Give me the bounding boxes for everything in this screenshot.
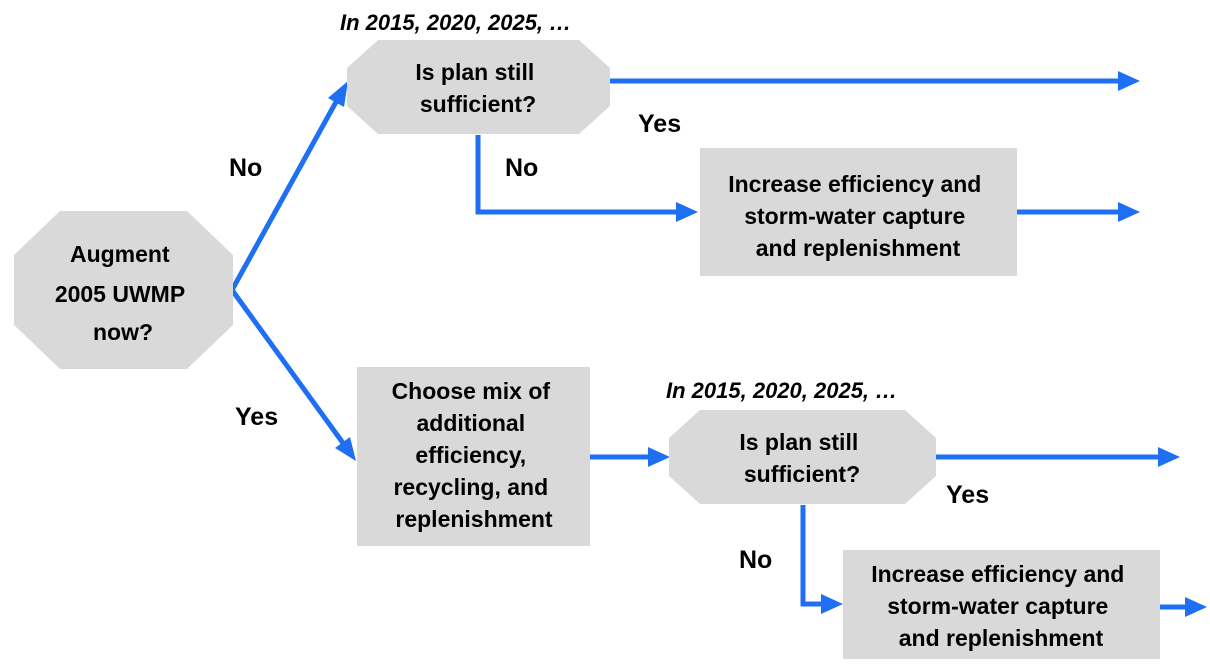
bottom-decision-line: Is plan still	[739, 429, 858, 455]
root-yes-label: Yes	[235, 403, 278, 431]
arrowhead-bottom-no	[821, 594, 843, 614]
connector-root-to-top-decision	[229, 100, 339, 292]
arrowhead-top-no	[676, 202, 698, 222]
root-decision-line: Augment	[70, 241, 170, 267]
choose-mix-line: additional	[416, 410, 525, 436]
root-decision-node: Augment 2005 UWMP now?	[14, 211, 233, 369]
arrowhead-bottom-yes	[1158, 447, 1180, 467]
svg-text:Is plan still sufficient: Is plan still sufficient?	[739, 429, 864, 487]
connector-top-no	[475, 135, 678, 215]
arrowhead-top-yes	[1118, 71, 1140, 91]
svg-text:Increase efficiency and: Increase efficiency and storm-water capt…	[871, 561, 1131, 651]
top-action-line: and replenishment	[756, 235, 961, 261]
bottom-action-line: Increase efficiency and	[871, 561, 1124, 587]
bottom-no-label: No	[739, 546, 772, 574]
svg-text:Augment 2005 UWMP: Augment 2005 UWMP now?	[55, 241, 191, 345]
choose-mix-shape	[357, 367, 590, 546]
root-decision-line: now?	[93, 319, 153, 345]
arrowhead-choose-to-bottom-decision	[648, 447, 670, 467]
choose-mix-line: Choose mix of	[392, 378, 551, 404]
bottom-action-shape	[843, 550, 1160, 659]
arrowhead-root-to-choose-box	[335, 437, 356, 461]
top-action-box: Increase efficiency and storm-water capt…	[700, 148, 1017, 276]
connectors	[229, 71, 1207, 617]
svg-text:Is plan still sufficient: Is plan still sufficient?	[415, 59, 540, 117]
connector-bottom-no	[800, 505, 823, 607]
top-decision-line: Is plan still	[415, 59, 534, 85]
arrowhead-bottom-action-out	[1185, 597, 1207, 617]
choose-mix-box: Choose mix of additional efficiency, rec…	[357, 367, 590, 546]
root-decision-shape	[14, 211, 233, 369]
arrowhead-top-action-out	[1118, 202, 1140, 222]
connector-root-to-choose-box	[229, 288, 346, 445]
top-action-line: storm-water capture	[744, 203, 965, 229]
top-action-line: Increase efficiency and	[728, 171, 981, 197]
svg-text:Choose mix of additional: Choose mix of additional efficiency, rec…	[392, 378, 557, 532]
bottom-decision-line: sufficient?	[744, 461, 860, 487]
bottom-action-box: Increase efficiency and storm-water capt…	[843, 550, 1160, 659]
top-branch-caption: In 2015, 2020, 2025, …	[340, 10, 571, 35]
top-decision-shape	[347, 40, 610, 134]
root-no-label: No	[229, 154, 262, 182]
bottom-decision-shape	[669, 410, 936, 504]
bottom-action-line: and replenishment	[899, 625, 1104, 651]
choose-mix-line: recycling, and	[393, 474, 548, 500]
arrowhead-root-to-top-decision	[328, 81, 348, 107]
bottom-branch-caption: In 2015, 2020, 2025, …	[666, 378, 897, 403]
top-no-label: No	[505, 154, 538, 182]
choose-mix-line: efficiency,	[415, 442, 526, 468]
root-decision-line: 2005 UWMP	[55, 281, 185, 307]
top-decision-line: sufficient?	[420, 91, 536, 117]
bottom-decision-node: Is plan still sufficient?	[669, 410, 936, 504]
bottom-yes-label: Yes	[946, 481, 989, 509]
choose-mix-line: replenishment	[395, 506, 553, 532]
top-yes-label: Yes	[638, 110, 681, 138]
top-decision-node: Is plan still sufficient?	[347, 40, 610, 134]
svg-text:Increase efficiency and: Increase efficiency and storm-water capt…	[728, 171, 988, 261]
bottom-action-line: storm-water capture	[887, 593, 1108, 619]
top-action-shape	[700, 148, 1017, 276]
